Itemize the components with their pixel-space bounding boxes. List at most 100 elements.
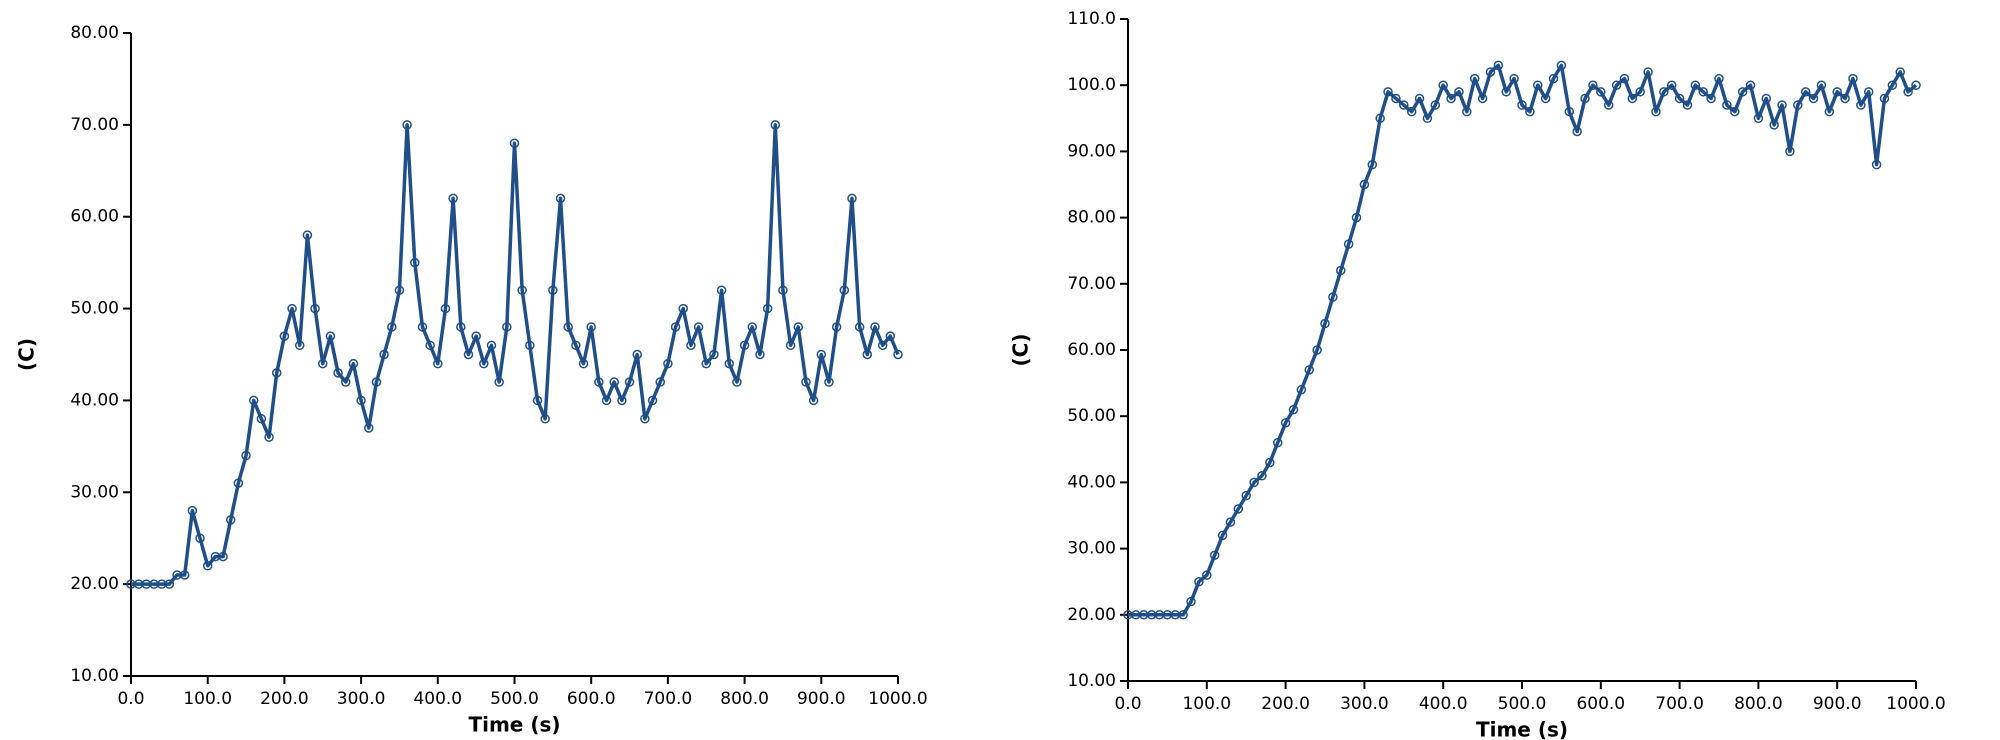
data-point — [1525, 106, 1535, 117]
data-point — [1808, 93, 1819, 104]
y-tick-label: 10.00 — [70, 666, 119, 686]
data-point — [348, 358, 359, 369]
data-point — [663, 358, 673, 369]
x-tick-label: 900.0 — [1813, 694, 1862, 714]
data-point — [1501, 87, 1511, 97]
x-tick-label: 1000.0 — [868, 689, 927, 709]
data-point — [433, 358, 443, 369]
y-tick-label: 110.0 — [1067, 9, 1116, 29]
y-tick-label: 60.00 — [1067, 340, 1116, 360]
y-tick-label: 60.00 — [70, 207, 119, 227]
data-point — [640, 414, 650, 424]
data-point — [571, 340, 581, 351]
data-point — [1280, 418, 1291, 428]
x-tick-label: 600.0 — [567, 689, 616, 709]
data-point — [425, 340, 435, 351]
data-point — [333, 368, 343, 378]
data-point — [1903, 87, 1913, 97]
data-line — [131, 123, 900, 586]
data-point — [1769, 120, 1779, 130]
data-point — [1659, 87, 1669, 97]
data-point — [847, 193, 857, 204]
data-point — [364, 423, 374, 433]
data-point — [202, 561, 213, 571]
data-point — [1336, 265, 1346, 276]
data-point — [195, 533, 205, 543]
x-tick-label: 700.0 — [1655, 694, 1704, 714]
data-point — [279, 331, 290, 341]
y-tick-label: 20.00 — [70, 574, 119, 594]
data-point — [1477, 93, 1488, 104]
data-point — [647, 395, 658, 406]
data-point — [1312, 345, 1322, 355]
data-point — [1690, 80, 1701, 90]
data-point — [1225, 517, 1236, 527]
data-point — [1399, 100, 1409, 110]
data-point — [1745, 80, 1756, 90]
data-point — [1265, 457, 1275, 468]
data-point — [785, 340, 796, 351]
x-tick-label: 700.0 — [644, 689, 693, 709]
data-point — [218, 551, 228, 562]
data-point — [555, 193, 566, 204]
data-point — [686, 340, 696, 351]
data-point — [1469, 73, 1480, 84]
data-point — [831, 322, 842, 332]
data-point — [1383, 87, 1393, 97]
x-axis-label: Time (s) — [468, 713, 560, 737]
data-point — [325, 331, 336, 341]
data-point — [609, 377, 619, 387]
data-point — [1761, 93, 1772, 104]
x-tick-label: 500.0 — [1498, 694, 1547, 714]
data-point — [1635, 87, 1645, 97]
data-point — [716, 285, 727, 295]
data-point — [1493, 60, 1504, 71]
data-point — [839, 285, 850, 295]
data-point — [225, 515, 236, 525]
data-point — [1391, 93, 1401, 104]
data-point — [1548, 73, 1559, 84]
data-point — [1328, 292, 1338, 302]
data-point — [1249, 477, 1259, 488]
data-point — [402, 120, 412, 130]
data-point — [394, 285, 405, 295]
y-tick-label: 20.00 — [1067, 605, 1116, 625]
data-point — [1485, 67, 1496, 77]
data-point — [271, 368, 282, 378]
data-point — [808, 395, 819, 406]
data-point — [1375, 113, 1385, 124]
data-point — [548, 285, 558, 295]
data-point — [1304, 365, 1314, 375]
data-point — [1871, 159, 1882, 170]
data-point — [1911, 80, 1921, 90]
data-point — [1454, 87, 1464, 97]
data-point — [509, 138, 520, 148]
chart: 10.00 20.00 30.00 40.00 50.00 60.00 70.00 80.00… — [15, 23, 928, 737]
data-point — [1753, 113, 1764, 124]
data-point — [670, 322, 681, 332]
data-point — [502, 322, 512, 332]
data-point — [1879, 93, 1890, 104]
data-point — [356, 395, 366, 406]
data-point — [877, 340, 888, 351]
data-point — [1509, 73, 1519, 84]
data-point — [410, 257, 420, 268]
data-point — [824, 377, 834, 387]
data-point — [693, 322, 704, 332]
data-point — [318, 358, 328, 369]
data-point — [248, 395, 259, 406]
data-point — [1619, 73, 1630, 84]
y-tick-label: 50.00 — [70, 299, 119, 319]
data-point — [1674, 93, 1685, 104]
data-point — [1194, 576, 1204, 587]
x-tick-label: 1000.0 — [1886, 694, 1945, 714]
data-point — [379, 349, 389, 360]
data-point — [164, 579, 175, 589]
data-point — [632, 349, 642, 360]
data-point — [233, 478, 244, 488]
data-point — [1462, 106, 1472, 117]
y-tick-label: 80.00 — [70, 23, 119, 43]
y-tick-label: 30.00 — [1067, 539, 1116, 559]
data-point — [1272, 437, 1283, 448]
